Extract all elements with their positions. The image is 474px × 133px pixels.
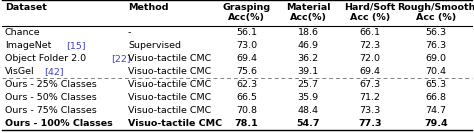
Text: Hard/Soft: Hard/Soft	[344, 3, 395, 12]
Text: Visuo-tactile CMC: Visuo-tactile CMC	[128, 80, 211, 89]
Text: [15]: [15]	[66, 41, 86, 50]
Text: VisGel: VisGel	[5, 67, 34, 76]
Text: 36.2: 36.2	[298, 54, 319, 63]
Text: Visuo-tactile CMC: Visuo-tactile CMC	[128, 119, 222, 128]
Text: 75.6: 75.6	[236, 67, 257, 76]
Text: Object Folder 2.0: Object Folder 2.0	[5, 54, 86, 63]
Text: 73.0: 73.0	[236, 41, 257, 50]
Text: Visuo-tactile CMC: Visuo-tactile CMC	[128, 54, 211, 63]
Text: Material: Material	[286, 3, 330, 12]
Text: Ours - 50% Classes: Ours - 50% Classes	[5, 93, 97, 102]
Text: 65.3: 65.3	[426, 80, 447, 89]
Text: 18.6: 18.6	[298, 28, 319, 37]
Text: 39.1: 39.1	[298, 67, 319, 76]
Text: 76.3: 76.3	[426, 41, 447, 50]
Text: Chance: Chance	[5, 28, 40, 37]
Text: 71.2: 71.2	[359, 93, 380, 102]
Text: 35.9: 35.9	[298, 93, 319, 102]
Text: Acc (%): Acc (%)	[416, 13, 456, 22]
Text: Acc(%): Acc(%)	[228, 13, 265, 22]
Text: 70.8: 70.8	[236, 106, 257, 115]
Text: 77.3: 77.3	[358, 119, 382, 128]
Text: 66.1: 66.1	[359, 28, 380, 37]
Text: 72.3: 72.3	[359, 41, 380, 50]
Text: 56.1: 56.1	[236, 28, 257, 37]
Text: 69.4: 69.4	[359, 67, 380, 76]
Text: 79.4: 79.4	[424, 119, 448, 128]
Text: 48.4: 48.4	[298, 106, 319, 115]
Text: Method: Method	[128, 3, 168, 12]
Text: 67.3: 67.3	[359, 80, 380, 89]
Text: ImageNet: ImageNet	[5, 41, 51, 50]
Text: 78.1: 78.1	[235, 119, 258, 128]
Text: Dataset: Dataset	[5, 3, 46, 12]
Text: Ours - 75% Classes: Ours - 75% Classes	[5, 106, 97, 115]
Text: Ours - 100% Classes: Ours - 100% Classes	[5, 119, 112, 128]
Text: 69.0: 69.0	[426, 54, 447, 63]
Text: Acc (%): Acc (%)	[350, 13, 390, 22]
Text: 66.8: 66.8	[426, 93, 447, 102]
Text: Rough/Smooth: Rough/Smooth	[397, 3, 474, 12]
Text: 54.7: 54.7	[296, 119, 320, 128]
Text: 73.3: 73.3	[359, 106, 380, 115]
Text: 46.9: 46.9	[298, 41, 319, 50]
Text: [42]: [42]	[45, 67, 64, 76]
Text: -: -	[128, 28, 131, 37]
Text: Supervised: Supervised	[128, 41, 181, 50]
Text: 66.5: 66.5	[236, 93, 257, 102]
Text: 69.4: 69.4	[236, 54, 257, 63]
Text: 62.3: 62.3	[236, 80, 257, 89]
Text: Ours - 25% Classes: Ours - 25% Classes	[5, 80, 97, 89]
Text: Grasping: Grasping	[222, 3, 271, 12]
Text: 74.7: 74.7	[426, 106, 447, 115]
Text: Visuo-tactile CMC: Visuo-tactile CMC	[128, 106, 211, 115]
Text: 25.7: 25.7	[298, 80, 319, 89]
Text: Visuo-tactile CMC: Visuo-tactile CMC	[128, 93, 211, 102]
Text: Acc(%): Acc(%)	[290, 13, 327, 22]
Text: 56.3: 56.3	[426, 28, 447, 37]
Text: [22]: [22]	[111, 54, 130, 63]
Text: 70.4: 70.4	[426, 67, 447, 76]
Text: 72.0: 72.0	[359, 54, 380, 63]
Text: Visuo-tactile CMC: Visuo-tactile CMC	[128, 67, 211, 76]
